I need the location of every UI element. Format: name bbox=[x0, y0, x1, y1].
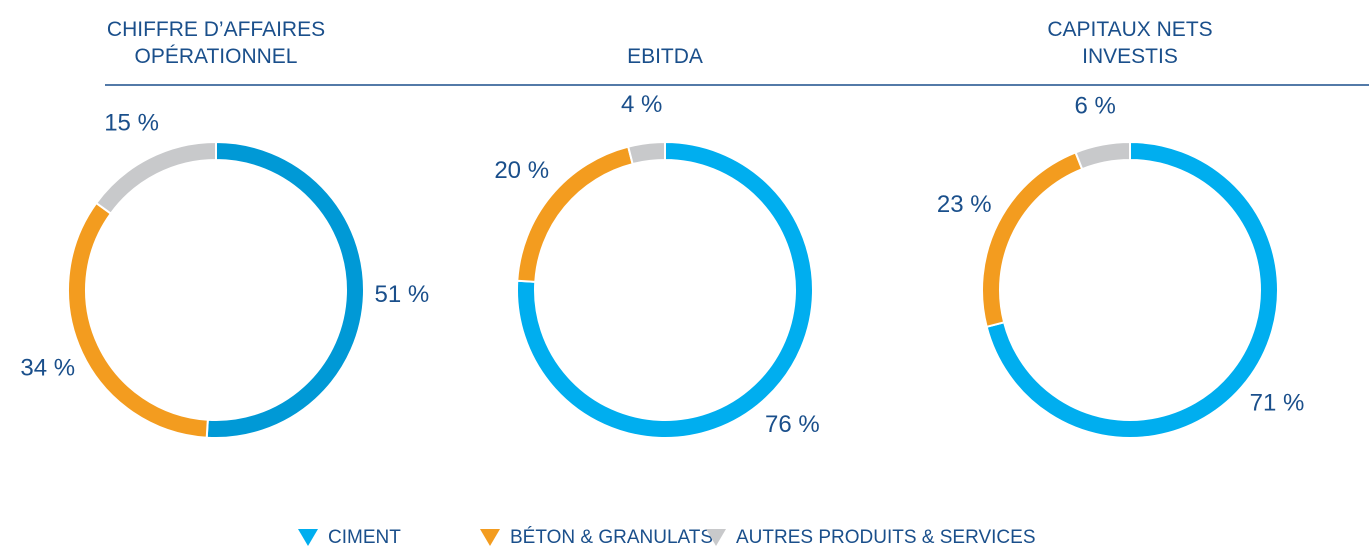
donut-slice bbox=[981, 151, 1084, 329]
data-label: 20 % bbox=[494, 157, 549, 184]
legend-label: CIMENT bbox=[328, 527, 401, 548]
legend-swatch bbox=[480, 529, 500, 546]
legend-label: BÉTON & GRANULATS bbox=[510, 527, 713, 548]
legend-swatch bbox=[706, 529, 726, 546]
data-label: 71 % bbox=[1250, 389, 1305, 416]
data-label: 15 % bbox=[104, 110, 159, 137]
data-label: 6 % bbox=[1074, 93, 1115, 120]
donut-slice bbox=[626, 140, 666, 166]
legend-swatch bbox=[298, 529, 318, 546]
donut-slice bbox=[94, 140, 217, 215]
chart-title: EBITDA bbox=[627, 45, 703, 68]
data-label: 4 % bbox=[621, 91, 662, 118]
chart-title: CHIFFRE D’AFFAIRES OPÉRATIONNEL bbox=[106, 18, 326, 68]
data-label: 76 % bbox=[765, 411, 820, 438]
donut-slice bbox=[67, 201, 209, 439]
donut-slice bbox=[1074, 140, 1131, 171]
legend-label: AUTRES PRODUITS & SERVICES bbox=[736, 527, 1036, 548]
data-label: 23 % bbox=[937, 191, 992, 218]
data-label: 34 % bbox=[20, 355, 75, 382]
donut-slice bbox=[205, 140, 365, 439]
data-label: 51 % bbox=[375, 281, 430, 308]
chart-title: CAPITAUX NETS INVESTIS bbox=[1047, 18, 1213, 68]
